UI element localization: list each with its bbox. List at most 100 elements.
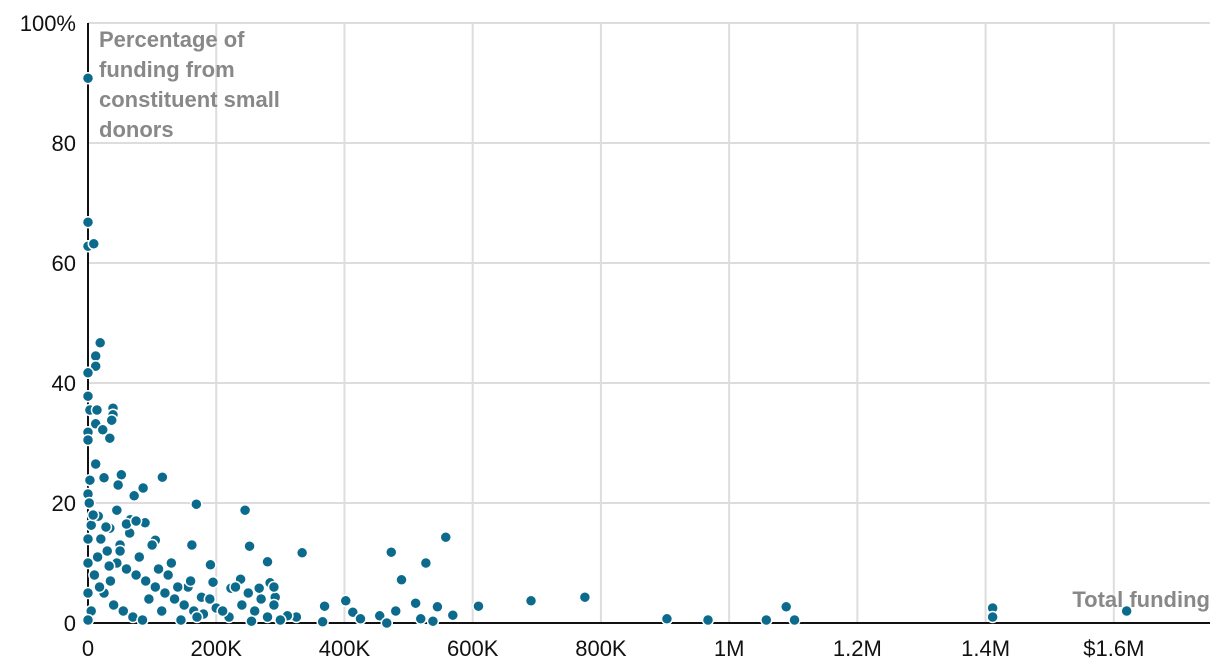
point — [409, 596, 422, 610]
y-tick-label: 60 — [52, 251, 76, 276]
point — [87, 237, 101, 251]
point — [96, 423, 109, 437]
x-tick-label: 0 — [82, 636, 94, 661]
point — [102, 559, 116, 573]
point — [133, 550, 146, 564]
point — [89, 349, 102, 363]
point — [395, 573, 408, 587]
point — [161, 568, 175, 582]
point — [93, 336, 107, 350]
x-tick-label: 400K — [319, 636, 371, 661]
point — [339, 594, 352, 608]
point — [261, 555, 274, 569]
point — [185, 538, 199, 552]
point — [267, 598, 281, 612]
point — [81, 389, 95, 403]
point — [81, 532, 95, 546]
point — [149, 580, 162, 594]
point — [81, 71, 95, 85]
point — [171, 580, 185, 594]
point — [203, 592, 217, 606]
point — [120, 562, 133, 576]
point — [446, 608, 460, 622]
point — [94, 532, 108, 546]
point — [158, 586, 172, 600]
x-tick-label: 600K — [447, 636, 499, 661]
point — [110, 503, 124, 517]
point — [88, 568, 101, 582]
point — [760, 613, 773, 627]
x-tick-label: 800K — [575, 636, 627, 661]
point — [145, 538, 159, 552]
point — [206, 575, 220, 589]
point — [117, 604, 130, 618]
point — [81, 366, 95, 380]
point — [81, 613, 95, 627]
point — [346, 605, 360, 619]
point — [472, 599, 485, 613]
point — [701, 613, 715, 627]
point — [254, 592, 268, 606]
point — [184, 574, 197, 588]
point — [105, 413, 118, 427]
point — [389, 604, 402, 618]
point — [115, 468, 128, 482]
point — [91, 550, 104, 564]
point — [1120, 604, 1133, 618]
point — [252, 581, 266, 595]
point — [245, 614, 258, 628]
point — [107, 598, 120, 612]
point — [242, 586, 255, 600]
y-tick-label: 80 — [52, 131, 76, 156]
point — [261, 610, 274, 624]
point — [81, 433, 95, 447]
point — [439, 530, 453, 544]
x-tick-label: $1.6M — [1083, 636, 1144, 661]
point — [248, 604, 261, 618]
point — [156, 470, 169, 484]
point — [136, 613, 149, 627]
point — [385, 545, 398, 559]
point — [142, 592, 156, 606]
point — [316, 615, 329, 629]
point — [204, 558, 217, 572]
point — [93, 580, 106, 594]
point — [139, 574, 152, 588]
point — [318, 599, 331, 613]
point — [419, 556, 433, 570]
point — [97, 471, 111, 485]
point — [83, 496, 96, 510]
point — [129, 568, 143, 582]
point — [426, 614, 440, 628]
x-axis-label: Total funding — [1072, 587, 1210, 612]
point — [788, 613, 801, 627]
point — [155, 604, 168, 618]
point — [238, 503, 252, 517]
x-tick-label: 1M — [714, 636, 745, 661]
point — [136, 481, 150, 495]
point — [229, 580, 242, 594]
point — [81, 215, 95, 229]
point — [267, 580, 281, 594]
point — [168, 592, 181, 606]
point — [190, 610, 204, 624]
point — [295, 546, 309, 560]
point — [578, 590, 592, 604]
point — [111, 478, 125, 492]
point — [243, 539, 256, 553]
point — [99, 520, 113, 534]
point — [235, 598, 249, 612]
y-axis-label: Percentage of funding from constituent s… — [99, 27, 280, 142]
y-tick-label: 40 — [52, 371, 76, 396]
point — [104, 574, 117, 588]
point — [100, 544, 114, 558]
point — [90, 403, 104, 417]
point — [84, 518, 98, 532]
y-tick-label: 20 — [52, 491, 76, 516]
point — [431, 600, 444, 614]
point — [174, 613, 188, 627]
x-tick-label: 1.4M — [961, 636, 1010, 661]
point — [986, 610, 999, 624]
